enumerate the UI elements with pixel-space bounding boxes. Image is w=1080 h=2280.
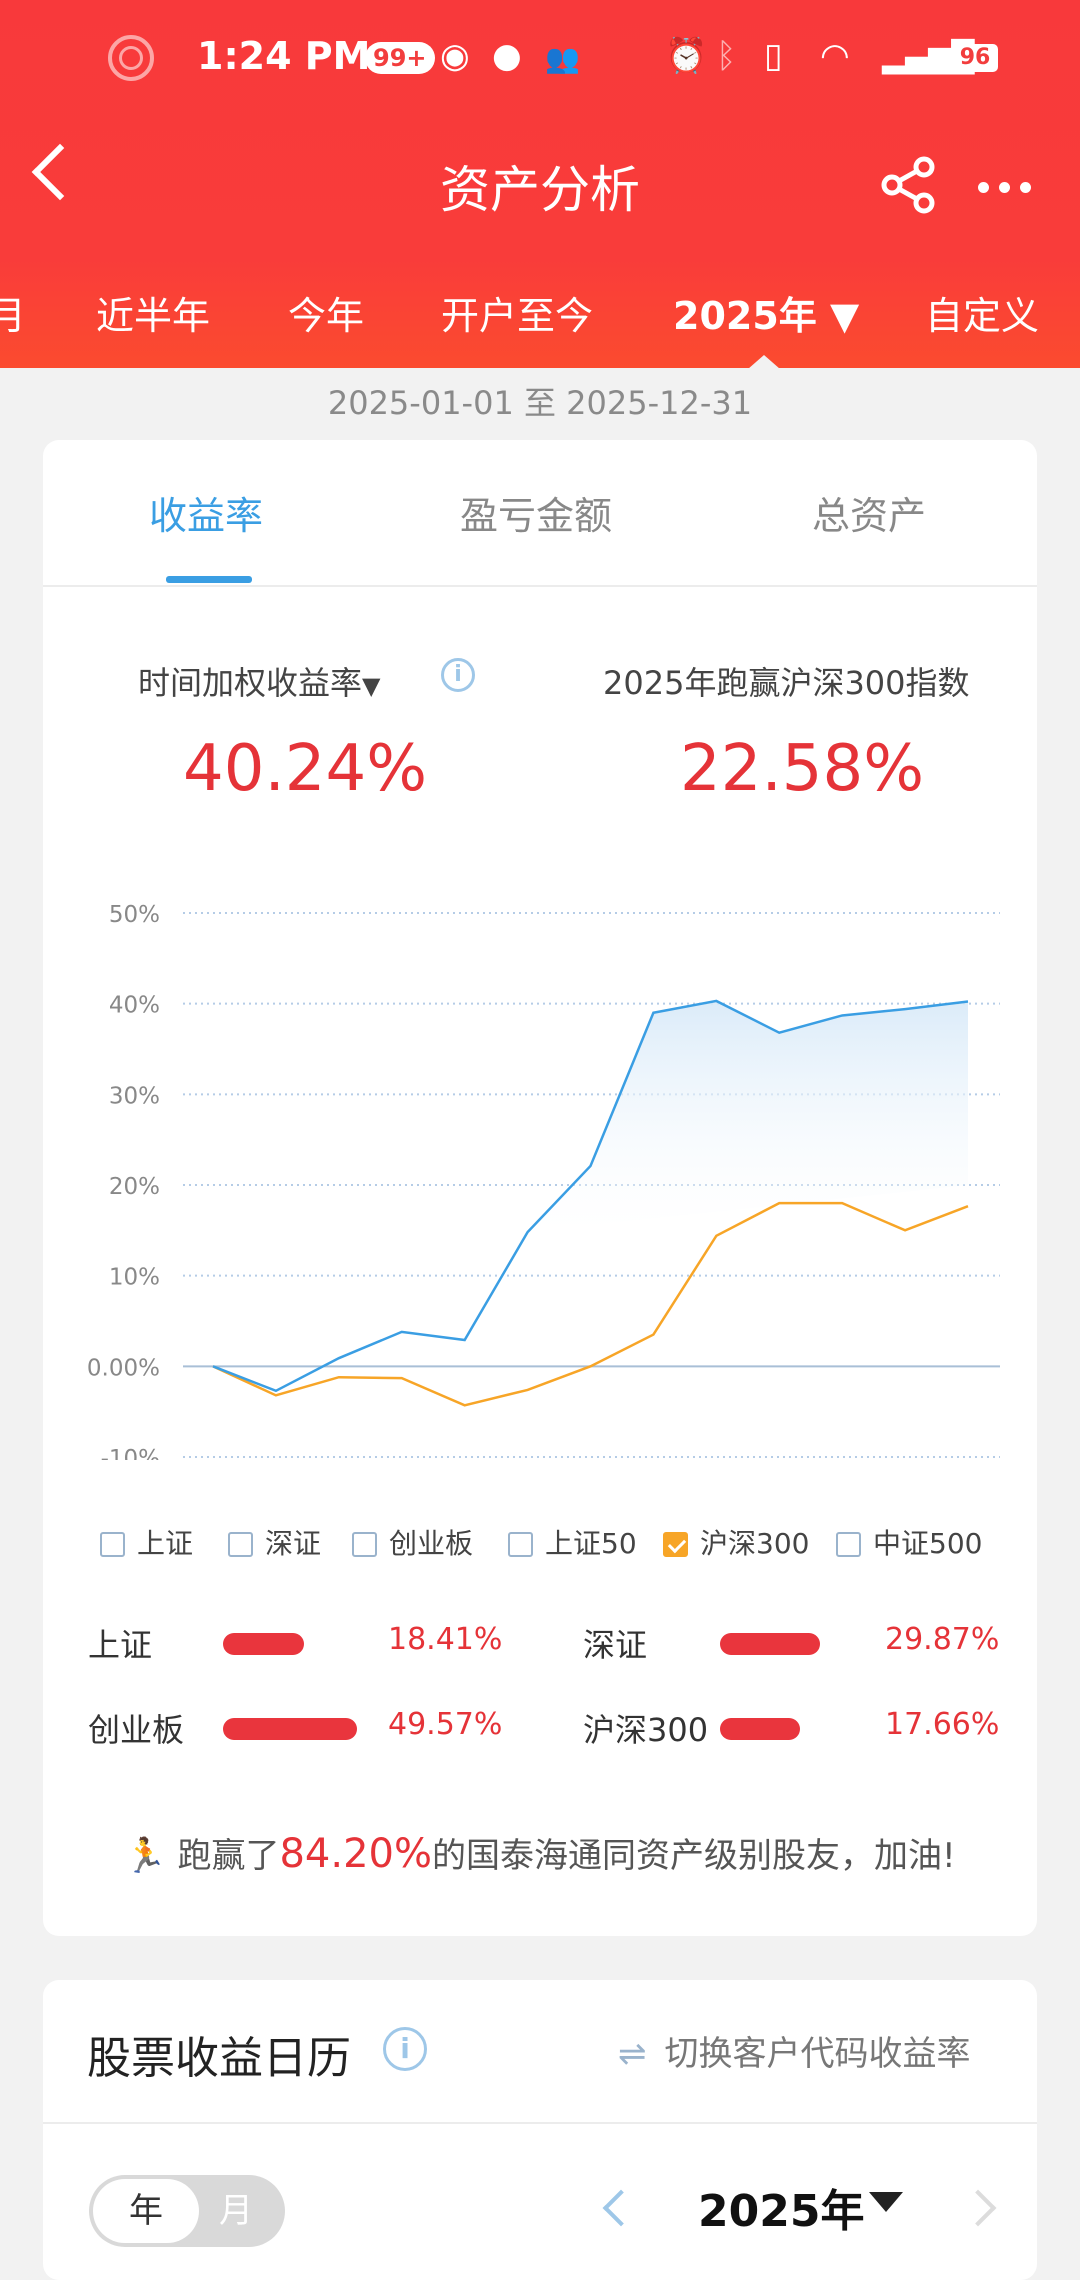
y-tick-label: -10% xyxy=(101,1446,160,1460)
checkbox-icon xyxy=(100,1532,125,1557)
legend-label: 上证50 xyxy=(545,1527,637,1560)
beat-peers-text: 🏃 跑赢了84.20%的国泰海通同资产级别股友，加油! xyxy=(43,1828,1037,1877)
year-selector[interactable]: 2025年 xyxy=(698,2186,865,2237)
calendar-title: 股票收益日历 xyxy=(87,2033,351,2084)
switch-account-button[interactable]: ⇌ 切换客户代码收益率 xyxy=(618,2026,971,2075)
chevron-right-icon[interactable] xyxy=(959,2189,997,2227)
switch-label: 切换客户代码收益率 xyxy=(664,2034,971,2074)
benchmark-value: 18.41% xyxy=(388,1622,503,1657)
tab-this-year[interactable]: 今年 xyxy=(288,294,365,338)
runner-icon: 🏃 xyxy=(124,1836,167,1876)
page-title: 资产分析 xyxy=(440,161,640,219)
sub-tabs: 收益率 盈亏金额 总资产 xyxy=(43,440,1037,587)
benchmark-name: 创业板 xyxy=(88,1711,185,1749)
returns-card: 收益率 盈亏金额 总资产 时间加权收益率▼ i 40.24% 2025年跑赢沪深… xyxy=(43,440,1037,1936)
tab-indicator xyxy=(748,355,780,369)
benchmark-name: 上证 xyxy=(88,1626,153,1664)
y-tick-label: 40% xyxy=(109,993,160,1019)
tab-2025[interactable]: 2025年 ▼ xyxy=(673,294,860,338)
tab-month[interactable]: 月 xyxy=(0,294,27,338)
more-icon[interactable] xyxy=(978,178,1041,197)
beat-index-value: 22.58% xyxy=(680,732,925,806)
battery-icon: 96 xyxy=(952,44,998,72)
vibrate-icon: ▯ xyxy=(764,36,783,76)
caret-down-icon: ▼ xyxy=(362,672,381,700)
benchmark-bar xyxy=(223,1718,357,1740)
legend-label: 深证 xyxy=(265,1527,322,1560)
legend-item[interactable]: 中证500 xyxy=(836,1522,982,1562)
benchmark-value: 17.66% xyxy=(885,1707,1000,1742)
checkbox-icon xyxy=(352,1532,377,1557)
series-line xyxy=(212,1201,969,1407)
notification-badge: 99+ xyxy=(365,42,435,74)
info-icon[interactable]: i xyxy=(441,658,475,692)
toggle-year[interactable]: 年 xyxy=(93,2179,199,2243)
series-area xyxy=(527,1000,968,1233)
contacts-icon: 👥 xyxy=(545,42,580,75)
bluetooth-icon: ᛒ xyxy=(716,36,737,76)
benchmark-name: 深证 xyxy=(583,1626,648,1664)
divider xyxy=(43,2122,1037,2124)
legend-item[interactable]: 深证 xyxy=(228,1522,321,1562)
legend-label: 上证 xyxy=(137,1527,194,1560)
checkbox-icon xyxy=(508,1532,533,1557)
y-tick-label: 50% xyxy=(109,902,160,928)
legend-label: 中证500 xyxy=(873,1527,983,1560)
legend-item[interactable]: 创业板 xyxy=(352,1522,473,1562)
benchmark-name: 沪深300 xyxy=(583,1711,709,1749)
record-icon xyxy=(108,35,154,81)
y-tick-label: 0.00% xyxy=(87,1355,160,1381)
wifi-icon: ◠ xyxy=(820,36,850,76)
status-bar: 1:24 PM 99+ ◉ ● 👥 ⏰ ᛒ ▯ ◠ ▂▄▆█ 96 xyxy=(0,0,1080,120)
tab-since-open[interactable]: 开户至今 xyxy=(441,294,594,338)
year-month-toggle[interactable]: 年 月 xyxy=(89,2175,285,2247)
twr-value: 40.24% xyxy=(183,732,428,806)
swap-icon: ⇌ xyxy=(618,2034,647,2074)
legend-item[interactable]: 沪深300 xyxy=(663,1522,809,1562)
checkbox-checked-icon xyxy=(663,1532,688,1557)
header: 1:24 PM 99+ ◉ ● 👥 ⏰ ᛒ ▯ ◠ ▂▄▆█ 96 资产分析 月… xyxy=(0,0,1080,369)
share-icon[interactable] xyxy=(878,155,938,215)
tab-pnl-amount[interactable]: 盈亏金额 xyxy=(460,494,613,538)
legend-item[interactable]: 上证 xyxy=(100,1522,193,1562)
series-line xyxy=(212,999,969,1393)
benchmark-value: 29.87% xyxy=(885,1622,1000,1657)
y-tick-label: 20% xyxy=(109,1174,160,1200)
y-tick-label: 10% xyxy=(109,1265,160,1291)
tab-half-year[interactable]: 近半年 xyxy=(96,294,211,338)
chat-icon: ● xyxy=(492,36,522,76)
legend-label: 创业板 xyxy=(389,1527,474,1560)
beat-percent: 84.20% xyxy=(279,1831,433,1877)
legend-label: 沪深300 xyxy=(700,1527,810,1560)
info-icon[interactable]: i xyxy=(383,2027,427,2071)
checkbox-icon xyxy=(228,1532,253,1557)
tab-underline xyxy=(166,576,252,583)
twr-label: 时间加权收益率 xyxy=(138,664,363,702)
checkbox-icon xyxy=(836,1532,861,1557)
legend-item[interactable]: 上证50 xyxy=(508,1522,637,1562)
twr-selector[interactable]: 时间加权收益率▼ xyxy=(138,658,380,704)
benchmark-bar xyxy=(720,1718,800,1740)
tab-return-rate[interactable]: 收益率 xyxy=(149,494,264,538)
toggle-month[interactable]: 月 xyxy=(219,2191,253,2231)
status-time: 1:24 PM xyxy=(197,34,371,78)
target-icon: ◉ xyxy=(440,36,470,76)
period-tabs: 月 近半年 今年 开户至今 2025年 ▼ 自定义 xyxy=(0,285,1080,345)
caret-down-icon[interactable] xyxy=(869,2192,903,2212)
y-tick-label: 30% xyxy=(109,1083,160,1109)
benchmark-value: 49.57% xyxy=(388,1707,503,1742)
date-range: 2025-01-01 至 2025-12-31 xyxy=(327,384,753,422)
beat-suffix: 的国泰海通同资产级别股友，加油! xyxy=(432,1836,956,1876)
beat-index-label: 2025年跑赢沪深300指数 xyxy=(603,664,970,702)
beat-prefix: 跑赢了 xyxy=(177,1836,280,1876)
benchmark-bar xyxy=(720,1633,820,1655)
calendar-card: 股票收益日历 i ⇌ 切换客户代码收益率 年 月 2025年 xyxy=(43,1980,1037,2280)
tab-total-assets[interactable]: 总资产 xyxy=(812,494,927,538)
benchmark-bar xyxy=(223,1633,304,1655)
alarm-icon: ⏰ xyxy=(665,36,708,76)
return-chart: 50%40%30%20%10%0.00%-10%2025010120250331… xyxy=(87,902,1000,1460)
tab-custom[interactable]: 自定义 xyxy=(925,294,1040,338)
chevron-left-icon[interactable] xyxy=(602,2189,640,2227)
